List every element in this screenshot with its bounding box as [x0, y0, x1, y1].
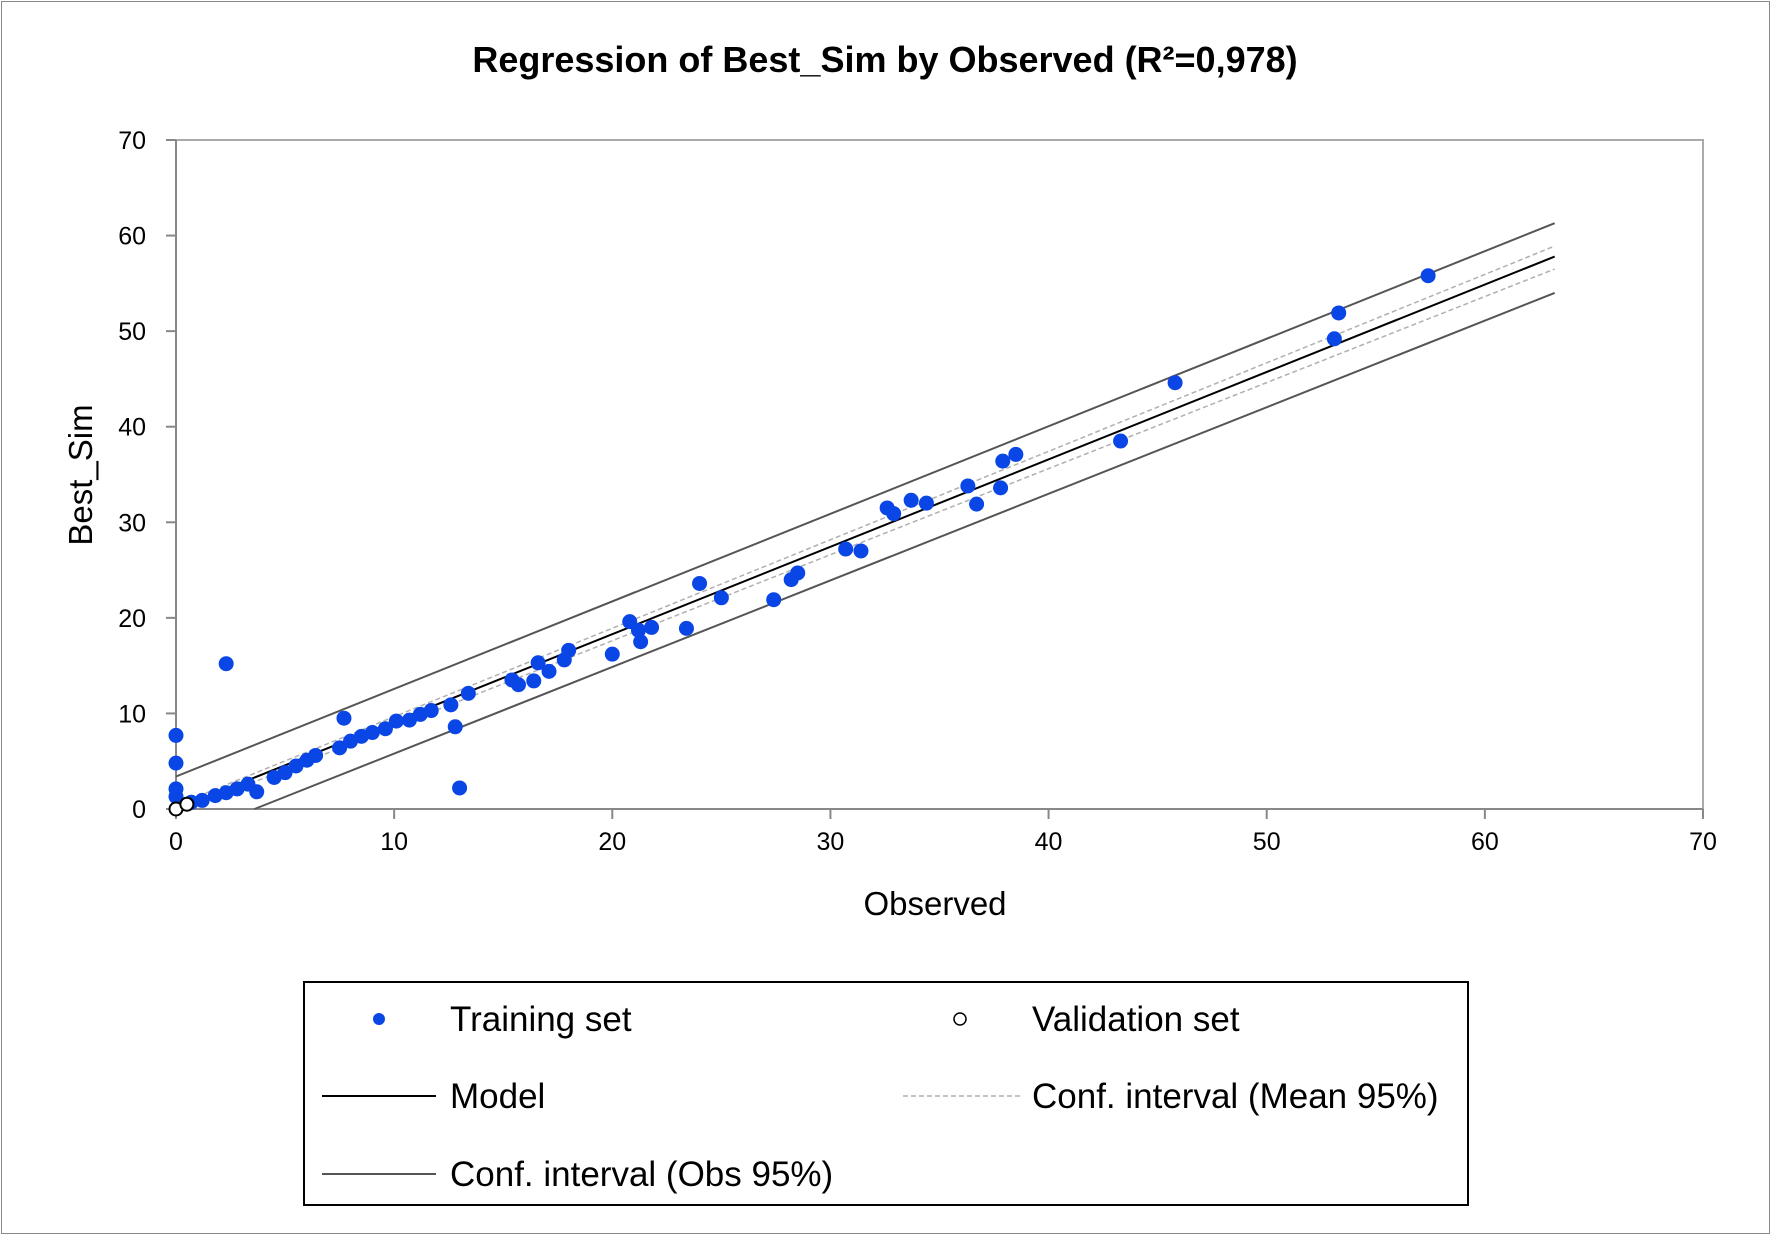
training-point: [443, 697, 459, 713]
legend-training-marker: [373, 1013, 385, 1025]
plot-area: [175, 139, 1704, 810]
obs-ci-upper-line: [175, 222, 1556, 778]
legend-box: [303, 981, 1469, 1206]
training-point: [423, 703, 439, 719]
legend-model-label: Model: [450, 1077, 545, 1116]
training-point: [1420, 268, 1436, 284]
y-tick-label: 10: [118, 700, 146, 728]
training-point: [510, 677, 526, 693]
legend-obs-ci-label: Conf. interval (Obs 95%): [450, 1155, 833, 1194]
validation-point: [179, 796, 195, 812]
x-tick-label: 20: [598, 828, 626, 856]
training-point: [541, 663, 557, 679]
training-point: [336, 710, 352, 726]
x-tick-label: 10: [380, 828, 408, 856]
training-point: [790, 565, 806, 581]
training-point: [460, 685, 476, 701]
training-point: [633, 634, 649, 650]
training-point: [692, 575, 708, 591]
training-point: [969, 496, 985, 512]
training-point: [277, 765, 293, 781]
obs-ci-lower-line: [254, 291, 1556, 810]
training-point: [1113, 433, 1129, 449]
x-tick-label: 0: [169, 828, 183, 856]
training-point: [766, 592, 782, 608]
training-point: [1326, 331, 1342, 347]
x-tick-label: 70: [1689, 828, 1717, 856]
training-point: [1167, 375, 1183, 391]
mean-ci-lower-line: [175, 268, 1555, 814]
training-point: [886, 506, 902, 522]
training-point: [838, 541, 854, 557]
y-tick-label: 40: [118, 414, 146, 442]
training-point: [194, 792, 210, 808]
x-axis-label: Observed: [863, 885, 1006, 922]
y-tick-label: 60: [118, 223, 146, 251]
training-point: [218, 656, 234, 672]
y-tick-label: 30: [118, 509, 146, 537]
training-point: [530, 655, 546, 671]
training-point: [364, 725, 380, 741]
legend: Training set Validation set Model Conf. …: [303, 981, 1469, 1206]
training-point: [377, 721, 393, 737]
y-tick-label: 20: [118, 605, 146, 633]
training-point: [604, 646, 620, 662]
x-tick-label: 30: [817, 828, 845, 856]
legend-validation-marker: [953, 1012, 967, 1026]
x-tick-label: 40: [1035, 828, 1063, 856]
training-point: [168, 727, 184, 743]
training-point: [993, 480, 1009, 496]
training-point: [526, 673, 542, 689]
training-point: [918, 495, 934, 511]
training-point: [630, 622, 646, 638]
training-point: [168, 755, 184, 771]
training-point: [1331, 305, 1347, 321]
y-tick-label: 70: [118, 127, 146, 155]
training-point: [903, 492, 919, 508]
training-point: [713, 590, 729, 606]
x-tick-label: 60: [1471, 828, 1499, 856]
training-point: [644, 619, 660, 635]
y-axis-label: Best_Sim: [62, 404, 99, 545]
training-point: [388, 713, 404, 729]
mean-ci-upper-line: [175, 245, 1555, 806]
training-point: [452, 780, 468, 796]
training-point: [447, 719, 463, 735]
training-point: [332, 740, 348, 756]
legend-validation-label: Validation set: [1032, 1000, 1240, 1039]
training-point: [678, 620, 694, 636]
chart-title: Regression of Best_Sim by Observed (R²=0…: [472, 39, 1297, 80]
training-point: [853, 543, 869, 559]
training-point: [1008, 446, 1024, 462]
y-tick-label: 0: [132, 796, 146, 824]
training-point: [308, 747, 324, 763]
training-point: [561, 642, 577, 658]
legend-mean-ci-label: Conf. interval (Mean 95%): [1032, 1077, 1439, 1116]
y-tick-label: 50: [118, 318, 146, 346]
training-point: [960, 478, 976, 494]
legend-training-label: Training set: [450, 1000, 632, 1039]
training-point: [995, 453, 1011, 469]
training-point: [249, 784, 265, 800]
x-tick-label: 50: [1253, 828, 1281, 856]
